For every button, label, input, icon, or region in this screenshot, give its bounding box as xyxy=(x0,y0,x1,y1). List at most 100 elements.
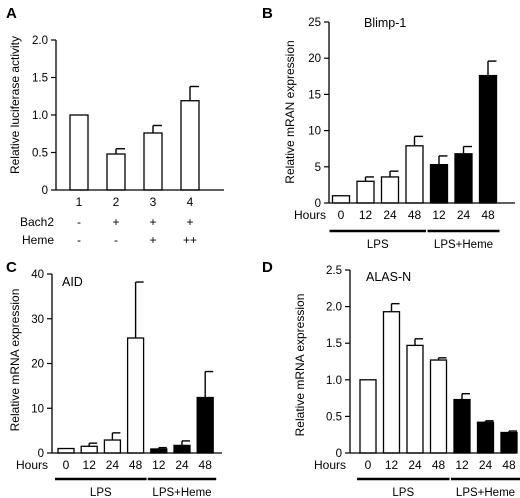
panel-d-y-tick-label: 1.0 xyxy=(326,375,342,387)
panel-a-bar xyxy=(69,114,89,191)
panel-c-x-tick-label: 24 xyxy=(175,458,189,472)
panel-c-y-tick-label: 20 xyxy=(31,359,44,371)
panel-b-x-tick-label: 24 xyxy=(383,208,397,222)
panel-a-condition-sign: ++ xyxy=(183,233,197,247)
panel-c-bar xyxy=(57,447,75,454)
panel-d-error-bar xyxy=(390,302,400,312)
panel-b-error-bar xyxy=(364,176,374,182)
panel-d-y-axis-label: Relative mRNA expression xyxy=(293,294,307,437)
panel-c-y-tick-label: 10 xyxy=(31,403,44,415)
panel-c-y-tick-label: 0 xyxy=(38,448,44,460)
panel-d-x-tick-label: 48 xyxy=(432,458,446,472)
panel-c-letter: C xyxy=(6,259,17,276)
panel-a-condition-sign: + xyxy=(149,233,156,247)
panel-b-y-tick-label: 25 xyxy=(308,17,321,29)
panel-c-bar xyxy=(103,439,122,454)
panel-d-group-label: LPS xyxy=(392,487,414,498)
panel-d-letter: D xyxy=(262,259,273,276)
panel-c-error-bar xyxy=(88,442,98,447)
panel-b-x-tick-label: 0 xyxy=(338,208,345,222)
panel-b-y-tick-label: 15 xyxy=(308,89,321,101)
panel-b-x-tick-label: 24 xyxy=(457,208,471,222)
panel-b: B Blimp-1 Relative mRAN expression 0 5 10 1… xyxy=(262,5,515,251)
panel-a-condition-sign: - xyxy=(114,233,118,247)
panel-d-gene-label: ALAS-N xyxy=(366,270,411,284)
panel-b-x-tick-label: 12 xyxy=(432,208,446,222)
panel-b-group-label: LPS+Heme xyxy=(434,239,493,251)
panel-c-x-tick-label: 24 xyxy=(106,458,120,472)
panel-d-bar xyxy=(500,431,518,454)
panel-c-x-tick-label: 48 xyxy=(129,458,143,472)
panel-b-bar xyxy=(356,180,375,204)
panel-d-x-tick-label: 24 xyxy=(479,458,493,472)
panel-d-bar xyxy=(453,398,471,454)
panel-c-error-bar xyxy=(134,281,144,338)
panel-a-error-bar xyxy=(189,85,199,101)
panel-d-y-tick-label: 2.5 xyxy=(326,265,342,277)
panel-c-bar xyxy=(80,445,98,454)
panel-c-error-bar xyxy=(181,440,190,446)
panel-a-y-tick-label: 2.0 xyxy=(32,35,48,47)
panel-c-bar xyxy=(196,396,214,454)
panel-b-bar xyxy=(429,163,449,204)
panel-c-x-tick-label: 12 xyxy=(83,458,97,472)
panel-a: A Relative luciferase activity 0 0.5 1.0 1.… xyxy=(6,5,224,247)
panel-d-error-bar xyxy=(461,393,470,400)
panel-a-condition-sign: + xyxy=(112,215,119,229)
panel-b-y-tick-label: 20 xyxy=(308,53,321,65)
panel-b-bar xyxy=(380,176,400,204)
panel-b-error-bar xyxy=(413,135,423,146)
panel-a-y-tick-label: 1.5 xyxy=(32,73,48,85)
panel-d-y-tick-label: 1.5 xyxy=(326,338,342,350)
panel-b-letter: B xyxy=(262,5,273,22)
panel-a-x-tick-label: 2 xyxy=(113,195,120,209)
panel-d-error-bar xyxy=(508,430,517,433)
panel-d-bar xyxy=(406,344,424,454)
panel-d-bar xyxy=(429,359,448,454)
panel-d-error-bar xyxy=(414,338,423,346)
panel-c-gene-label: AID xyxy=(62,275,83,289)
panel-a-bar xyxy=(180,100,200,191)
panel-d-bar xyxy=(476,421,495,454)
panel-b-error-bar xyxy=(462,145,472,154)
panel-b-y-tick-label: 0 xyxy=(315,198,321,210)
panel-d-bar xyxy=(359,379,377,454)
panel-a-condition-sign: - xyxy=(77,215,81,229)
panel-a-error-bar xyxy=(152,124,162,133)
panel-b-x-tick-label: 48 xyxy=(408,208,422,222)
panel-b-bar xyxy=(331,195,351,204)
panel-c-y-axis-label: Relative mRNA expression xyxy=(8,289,22,432)
panel-c: C AID Relative mRNA expression 0 10 20 30 40… xyxy=(6,259,222,498)
panel-d-x-tick-label: 12 xyxy=(455,458,469,472)
panel-b-error-bar xyxy=(389,170,399,177)
panel-c-error-bar xyxy=(111,432,121,441)
panel-c-bar xyxy=(173,444,191,454)
panel-d-bar xyxy=(382,311,401,454)
panel-d-group-label: LPS+Heme xyxy=(456,487,515,498)
panel-b-error-bar xyxy=(438,155,448,165)
panel-d-hours-label: Hours xyxy=(314,458,346,472)
panel-a-error-bar xyxy=(115,148,125,154)
panel-c-x-tick-label: 12 xyxy=(152,458,166,472)
panel-d-x-tick-label: 0 xyxy=(365,458,372,472)
panel-d-x-tick-label: 48 xyxy=(502,458,516,472)
panel-c-group-label: LPS xyxy=(90,487,112,498)
panel-b-group-label: LPS xyxy=(367,239,389,251)
panel-a-y-tick-label: 0.5 xyxy=(32,148,48,160)
panel-b-bar xyxy=(405,145,424,204)
panel-d-x-tick-label: 24 xyxy=(408,458,422,472)
panel-a-x-tick-label: 3 xyxy=(150,195,157,209)
panel-c-bar xyxy=(126,337,145,454)
panel-c-x-tick-label: 0 xyxy=(63,458,70,472)
panel-b-y-axis-label: Relative mRAN expression xyxy=(283,40,297,183)
panel-b-y-tick-label: 5 xyxy=(315,162,321,174)
panel-d-x-tick-label: 12 xyxy=(385,458,399,472)
panel-a-bar xyxy=(143,132,163,191)
panel-a-x-tick-label: 1 xyxy=(76,195,83,209)
panel-a-x-tick-label: 4 xyxy=(187,195,194,209)
panel-d-y-tick-label: 0.5 xyxy=(326,411,342,423)
panel-c-error-bar xyxy=(158,446,167,449)
panel-c-hours-label: Hours xyxy=(16,458,48,472)
panel-c-y-tick-label: 30 xyxy=(31,314,44,326)
